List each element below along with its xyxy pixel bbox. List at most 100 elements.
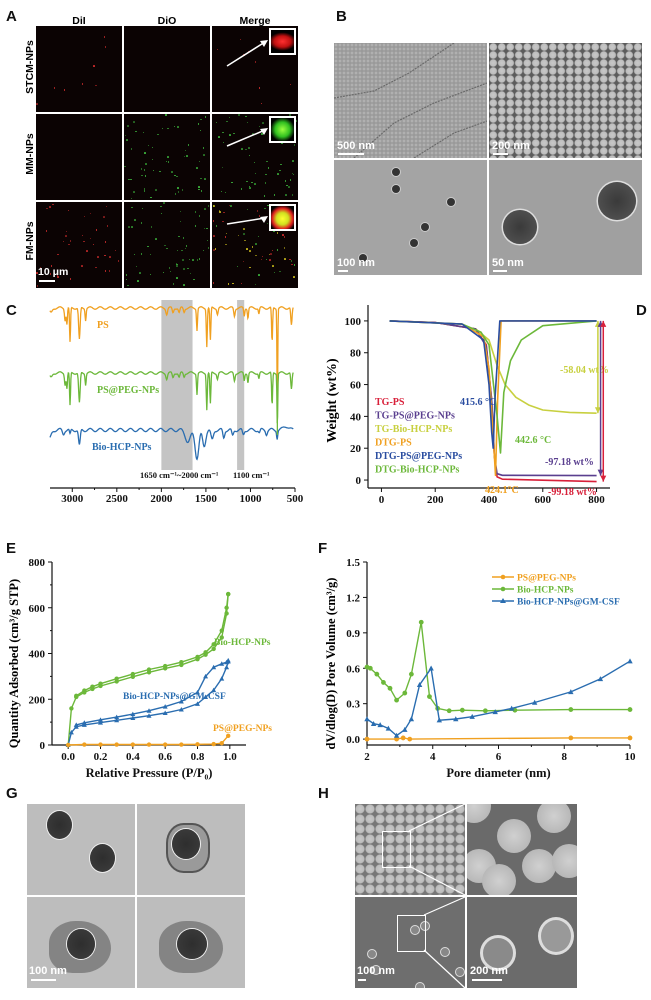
series-label-peg: PS@PEG-NPs [97,385,159,396]
panel-label-e: E [6,540,17,557]
fluorescent-particle [89,212,92,215]
fluorescent-particle [269,259,271,261]
data-point [162,710,168,715]
fluorescent-particle [252,133,254,135]
x-tick-label: 0.6 [158,751,172,763]
scale-bar-label: 100 nm [357,965,395,977]
data-point [387,685,393,691]
ftir-chart: 1650 cm⁻¹~2000 cm⁻¹ 1100 cm⁻¹ 3000 2500 2000… [49,300,304,505]
spectrum-line-peg [49,371,294,424]
fluorescent-particle [124,134,127,137]
legend-entry: PS@PEG-NPs [517,574,576,584]
nanoparticle [467,804,491,823]
fluorescent-particle [258,274,260,276]
y-tick-label: 20 [350,443,362,455]
fluorescent-particle [130,178,132,181]
fluorescent-particle [254,172,257,175]
fluorescent-particle [89,237,92,240]
scale-bar [472,979,502,981]
data-point [402,690,408,696]
fluorescent-particle [128,178,130,181]
fluorescent-particle [277,173,279,175]
scale-bar [338,153,364,155]
fluorescent-particle [240,282,243,285]
data-point [219,676,225,681]
data-point [402,726,408,732]
fluorescent-particle [133,253,136,256]
micrograph-tile: 200 nm [489,43,642,158]
fluorescent-particle [177,191,179,193]
fluorescent-particle [142,131,145,134]
scale-bar-label: 100 nm [337,257,375,269]
data-point [130,742,136,747]
fluorescent-particle [204,116,207,118]
annotation-peak: 442.6 °C [515,435,551,446]
nanoparticle [552,844,577,878]
data-point [393,732,400,738]
fluorescent-particle [228,116,231,118]
fluorescent-particle [231,181,233,184]
fluorescent-particle [144,175,147,177]
fluorescent-particle [147,144,150,147]
y-axis-title: Weight (wt%) [325,358,340,443]
fluorescent-particle [203,154,205,156]
fluorescence-tile [36,202,122,288]
fluorescent-particle [57,253,59,256]
y-tick-label: 1.5 [346,557,360,569]
fluorescent-particle [45,230,48,232]
data-point [114,717,120,723]
scale-bar [358,979,366,981]
fluorescent-particle [260,102,262,105]
fluorescent-particle [81,83,84,85]
data-point [512,707,518,713]
fluorescent-particle [276,249,279,251]
y-tick-label: 60 [350,380,362,392]
data-point [73,722,79,727]
data-point [114,742,119,747]
data-point [226,591,231,597]
x-tick-label: 2500 [106,493,129,505]
grain-boundary [334,43,487,158]
data-point [219,740,224,746]
fluorescent-particle [104,254,106,257]
fluorescent-particle [81,265,83,267]
legend-entry: TG-PS@PEG-NPs [375,411,455,422]
fluorescent-particle [171,171,173,173]
arrow-line [226,129,266,147]
fluorescent-particle [183,268,185,270]
x-tick-label: 1.0 [223,751,237,763]
fluorescent-particle [284,258,286,260]
fluorescent-particle [225,232,228,235]
scale-bar [338,270,348,272]
x-tick-label: 0.8 [191,751,205,763]
fluorescent-particle [63,89,66,91]
nanoparticle [172,829,200,859]
nanoparticle [90,844,115,872]
fluorescent-particle [276,232,279,234]
fluorescent-particle [273,271,276,274]
data-point [482,708,488,714]
fluorescent-particle [194,225,197,227]
data-point [90,684,95,689]
fluorescent-particle [248,154,251,157]
data-point [394,697,399,703]
data-point [162,704,168,709]
fluorescent-particle [199,129,202,132]
data-point [179,742,184,747]
legend-marker [500,574,506,580]
x-tick-label: 400 [481,494,498,505]
fluorescent-particle [150,196,152,199]
pore-series-line [367,737,630,740]
annotation-mass-loss: -97.18 wt% [545,457,594,468]
fluorescent-particle [46,207,48,210]
x-axis-title: Pore diameter (nm) [446,766,550,780]
fluorescent-particle [114,249,117,252]
fluorescent-particle [266,222,269,225]
fluorescent-particle [165,160,168,163]
fluorescent-particle [140,168,143,170]
data-point [146,713,152,718]
fluorescent-particle [176,249,179,252]
fluorescent-particle [127,284,129,287]
nanoparticle [440,947,450,957]
fluorescent-particle [149,273,152,276]
